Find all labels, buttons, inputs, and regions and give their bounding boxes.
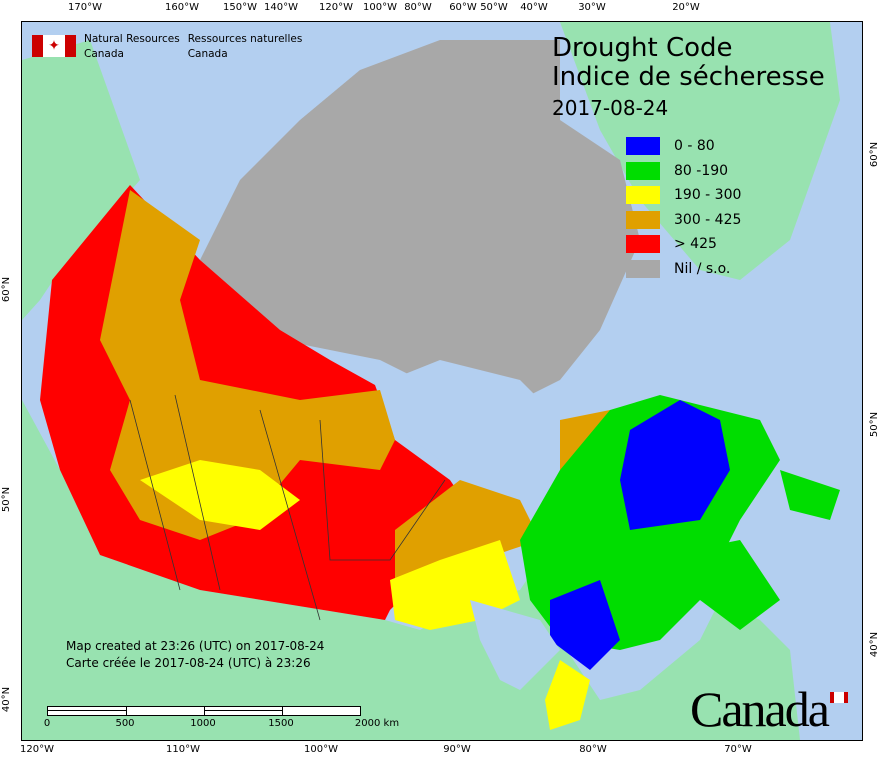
region-300-425 — [100, 190, 395, 540]
legend-swatch — [626, 259, 660, 278]
legend-swatch — [626, 235, 660, 254]
southern-ontario — [545, 660, 590, 730]
region-80-190-atl — [690, 470, 840, 630]
org-en-line1: Natural Resources — [84, 33, 180, 45]
graticule-label: 40°W — [520, 2, 548, 13]
map-date: 2017-08-24 — [552, 96, 669, 120]
created-en: Map created at 23:26 (UTC) on 2017-08-24 — [66, 639, 325, 653]
map-frame — [21, 21, 863, 741]
creation-note: Map created at 23:26 (UTC) on 2017-08-24… — [66, 638, 324, 672]
graticule-label: 30°W — [578, 2, 606, 13]
graticule-label: 50°N — [869, 411, 880, 438]
wordmark-flag-icon — [830, 692, 848, 703]
graticule-label: 20°W — [672, 2, 700, 13]
legend-item: > 425 — [626, 232, 741, 257]
greenland-land — [560, 22, 840, 280]
graticule-label: 100°W — [304, 744, 338, 755]
scale-label: 500 — [115, 718, 135, 729]
scale-label: 2000 km — [354, 718, 400, 729]
graticule-label: 40°N — [869, 631, 880, 658]
legend-swatch — [626, 210, 660, 229]
legend-label: 300 - 425 — [674, 211, 742, 228]
graticule-label: 50°W — [480, 2, 508, 13]
canada-flag-icon: ✦ — [32, 35, 76, 57]
graticule-label: 50°N — [1, 486, 13, 513]
graticule-label: 40°N — [1, 686, 13, 713]
org-en-line2: Canada — [84, 48, 124, 60]
title-en: Drought Code — [552, 33, 733, 63]
graticule-label: 60°N — [869, 141, 880, 168]
legend-item: 80 -190 — [626, 159, 741, 184]
great-lakes — [470, 600, 560, 690]
legend-item: 0 - 80 — [626, 134, 741, 159]
legend-label: 190 - 300 — [674, 187, 742, 204]
graticule-label: 150°W — [223, 2, 257, 13]
created-fr: Carte créée le 2017-08-24 (UTC) à 23:26 — [66, 656, 311, 670]
title-fr: Indice de sécheresse — [552, 62, 825, 92]
legend: 0 - 80 80 -190 190 - 300 300 - 425 > 425 Nil … — [626, 134, 741, 281]
us-land — [22, 400, 800, 740]
legend-label: 80 -190 — [674, 162, 729, 179]
graticule-label: 80°W — [579, 744, 607, 755]
graticule-label: 140°W — [264, 2, 298, 13]
drought-map[interactable] — [22, 22, 862, 740]
legend-label: Nil / s.o. — [674, 260, 731, 277]
graticule-label: 80°W — [404, 2, 432, 13]
graticule-label: 90°W — [443, 744, 471, 755]
legend-swatch — [626, 137, 660, 156]
scale-bar-graphic — [47, 706, 361, 716]
scale-label: 1000 — [190, 718, 216, 729]
graticule-label: 110°W — [166, 744, 200, 755]
legend-swatch — [626, 186, 660, 205]
org-fr-line1: Ressources naturelles — [187, 33, 303, 45]
arctic-islands — [200, 40, 640, 400]
legend-label: > 425 — [674, 236, 717, 253]
map-title: Drought Code Indice de sécheresse — [552, 34, 825, 92]
org-fr-line2: Canada — [187, 48, 228, 60]
nrcan-signature: ✦ Natural Resources Canada Ressources nat… — [32, 32, 302, 62]
region-0-80-south — [550, 580, 620, 670]
legend-item: Nil / s.o. — [626, 257, 741, 282]
legend-item: 190 - 300 — [626, 183, 741, 208]
scale-label: 0 — [43, 718, 51, 729]
scale-label: 1500 — [268, 718, 294, 729]
region-190-300 — [140, 460, 300, 530]
graticule-label: 120°W — [319, 2, 353, 13]
graticule-label: 170°W — [68, 2, 102, 13]
graticule-label: 100°W — [363, 2, 397, 13]
legend-swatch — [626, 161, 660, 180]
legend-item: 300 - 425 — [626, 208, 741, 233]
graticule-label: 60°N — [1, 276, 13, 303]
canada-wordmark: Canada — [690, 681, 830, 737]
hudson-bay — [390, 360, 560, 500]
graticule-label: 160°W — [165, 2, 199, 13]
region-0-80 — [620, 400, 730, 530]
provincial-borders — [129, 394, 446, 621]
scale-bar: 0 500 1000 1500 2000 km — [44, 706, 399, 729]
alaska-land — [22, 40, 140, 320]
graticule-label: 120°W — [20, 744, 54, 755]
graticule-label: 70°W — [724, 744, 752, 755]
graticule-label: 60°W — [449, 2, 477, 13]
legend-label: 0 - 80 — [674, 138, 715, 155]
